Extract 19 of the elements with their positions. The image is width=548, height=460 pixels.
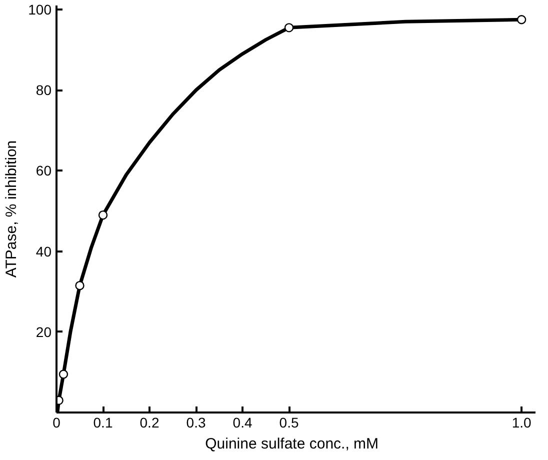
- y-tick-label: 80: [36, 82, 52, 98]
- x-tick-label: 0.2: [140, 414, 160, 430]
- point: [516, 15, 526, 24]
- point: [75, 280, 84, 290]
- x-tick-label: 0.4: [232, 414, 252, 430]
- x-tick-label: 0.5: [279, 414, 299, 430]
- x-tick-label: 0.1: [93, 414, 113, 430]
- x-tick-label: 0.3: [186, 414, 206, 430]
- y-tick-label: 60: [36, 162, 52, 179]
- point: [58, 370, 68, 379]
- y-tick-label: 20: [36, 324, 52, 340]
- y-axis-title: ATPase, % inhibition: [3, 140, 20, 278]
- point: [284, 23, 294, 32]
- point: [98, 210, 108, 220]
- x-tick-label: 1.0: [512, 414, 532, 430]
- x-axis-title: Quinine sulfate conc., mM: [205, 436, 379, 452]
- y-tick-label: 100: [28, 2, 52, 18]
- y-tick-label: 40: [36, 243, 52, 260]
- x-tick-label: 0: [52, 414, 61, 430]
